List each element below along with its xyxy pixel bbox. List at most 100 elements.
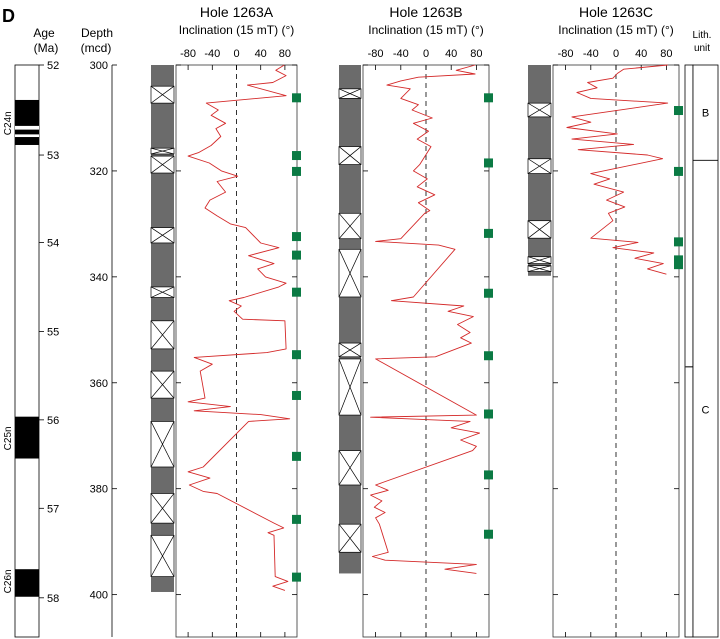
inclination-series-line	[566, 64, 669, 275]
gap-cross-line	[150, 147, 175, 155]
x-tick-label: 0	[423, 48, 429, 60]
hole-title: Hole 1263B	[389, 4, 462, 20]
x-tick-label: 80	[279, 48, 291, 60]
green-square-marker	[674, 106, 683, 116]
age-tick-label: 53	[47, 150, 59, 162]
green-square-marker	[484, 351, 493, 361]
chron-label: C24n	[3, 111, 14, 135]
x-tick-label: -40	[204, 48, 220, 60]
inclination-series-line	[370, 64, 481, 574]
age-tick-label: 54	[47, 237, 59, 249]
gap-cross-line	[150, 227, 175, 244]
x-tick-label: 80	[660, 48, 672, 60]
gap-cross-line	[338, 249, 362, 298]
lith-major-unit-label: I	[684, 365, 696, 368]
gap-cross-line	[150, 320, 175, 350]
green-square-marker	[484, 470, 493, 480]
gap-cross-line	[527, 220, 552, 239]
gap-cross-line	[527, 256, 552, 264]
hole-1263a-panel: Hole 1263A Inclination (15 mT) (°) -80 -40 0…	[150, 4, 301, 638]
chron-label: C25n	[3, 426, 14, 450]
gap-cross-line	[338, 88, 362, 99]
core-recovery-column	[339, 65, 361, 574]
gap-cross-line	[527, 265, 552, 272]
reversed-subzone	[15, 134, 39, 138]
green-square-marker	[292, 93, 301, 103]
green-square-marker	[292, 151, 301, 161]
depth-tick-label: 300	[90, 60, 108, 72]
gap-cross-line	[338, 450, 362, 486]
lith-subunit-label: C	[702, 404, 710, 416]
green-square-marker	[674, 166, 683, 176]
gap-cross-line	[150, 493, 175, 524]
x-tick-label: -40	[393, 48, 409, 60]
depth-tick-label: 340	[90, 272, 108, 284]
x-tick-label: 40	[255, 48, 267, 60]
magnetic-polarity-column: C24n C25n C26n 52 53 54 55 56 57 58	[3, 60, 59, 638]
green-square-marker	[674, 260, 683, 270]
x-tick-label: 40	[445, 48, 457, 60]
polarity-column-frame	[14, 64, 40, 638]
x-tick-label: -40	[583, 48, 599, 60]
lith-subunit-label: B	[702, 108, 709, 120]
hole-1263b-panel: Hole 1263B Inclination (15 mT) (°) -80 -40 0…	[338, 4, 493, 638]
depth-tick-label: 400	[90, 590, 108, 602]
age-tick-label: 56	[47, 415, 59, 427]
green-square-marker	[292, 166, 301, 176]
age-tick-label: 55	[47, 326, 59, 338]
gap-cross-line	[150, 155, 175, 174]
hole-1263c-panel: Hole 1263C Inclination (15 mT) (°) -80 -40 0…	[527, 4, 683, 638]
x-tick-label: 0	[613, 48, 619, 60]
lithologic-unit-column: I B C	[684, 64, 719, 638]
chron-label: C26n	[3, 569, 14, 593]
age-tick-label: 57	[47, 503, 59, 515]
green-square-marker	[292, 287, 301, 297]
panel-label: D	[2, 6, 15, 26]
normal-polarity-chron	[15, 569, 39, 597]
depth-tick-label: 320	[90, 166, 108, 178]
green-square-marker	[674, 255, 683, 265]
green-square-marker	[292, 390, 301, 400]
x-tick-label: -80	[180, 48, 196, 60]
gap-cross-line	[338, 213, 362, 239]
gap-cross-line	[527, 158, 552, 174]
x-axis-label: Inclination (15 mT) (°)	[179, 23, 295, 37]
gap-cross-line	[150, 85, 175, 104]
age-tick-label: 52	[47, 60, 59, 72]
gap-cross-line	[150, 535, 175, 577]
depth-axis-title: Depth	[81, 26, 113, 40]
hole-title: Hole 1263A	[200, 4, 274, 20]
green-square-marker	[484, 158, 493, 168]
x-tick-label: -80	[558, 48, 574, 60]
green-square-marker	[292, 250, 301, 260]
x-axis-label: Inclination (15 mT) (°)	[368, 23, 484, 37]
reversed-subzone	[15, 125, 39, 130]
gap-cross-line	[150, 370, 175, 399]
age-axis-units: (Ma)	[34, 41, 59, 55]
gap-cross-line	[150, 421, 175, 468]
green-square-marker	[292, 514, 301, 524]
green-square-marker	[484, 228, 493, 238]
lith-unit-title-1: Lith.	[693, 30, 712, 41]
green-square-marker	[292, 350, 301, 360]
gap-cross-line	[338, 342, 362, 358]
x-tick-label: 80	[470, 48, 482, 60]
x-axis-label: Inclination (15 mT) (°)	[558, 23, 674, 37]
x-tick-label: -80	[368, 48, 384, 60]
depth-tick-label: 360	[90, 378, 108, 390]
x-tick-label: 40	[635, 48, 647, 60]
hole-title: Hole 1263C	[579, 4, 653, 20]
lith-unit-title-2: unit	[694, 43, 710, 54]
green-square-marker	[484, 409, 493, 419]
depth-tick-label: 380	[90, 484, 108, 496]
green-square-marker	[292, 451, 301, 461]
depth-axis-units: (mcd)	[81, 41, 112, 55]
depth-axis: 300 320 340 360 380 400	[90, 60, 117, 637]
normal-polarity-chron	[15, 99, 39, 145]
lith-subunit-column	[692, 64, 719, 638]
normal-polarity-chron	[15, 416, 39, 459]
gap-cross-line	[150, 286, 175, 298]
gap-cross-line	[338, 523, 362, 553]
green-square-marker	[292, 232, 301, 242]
